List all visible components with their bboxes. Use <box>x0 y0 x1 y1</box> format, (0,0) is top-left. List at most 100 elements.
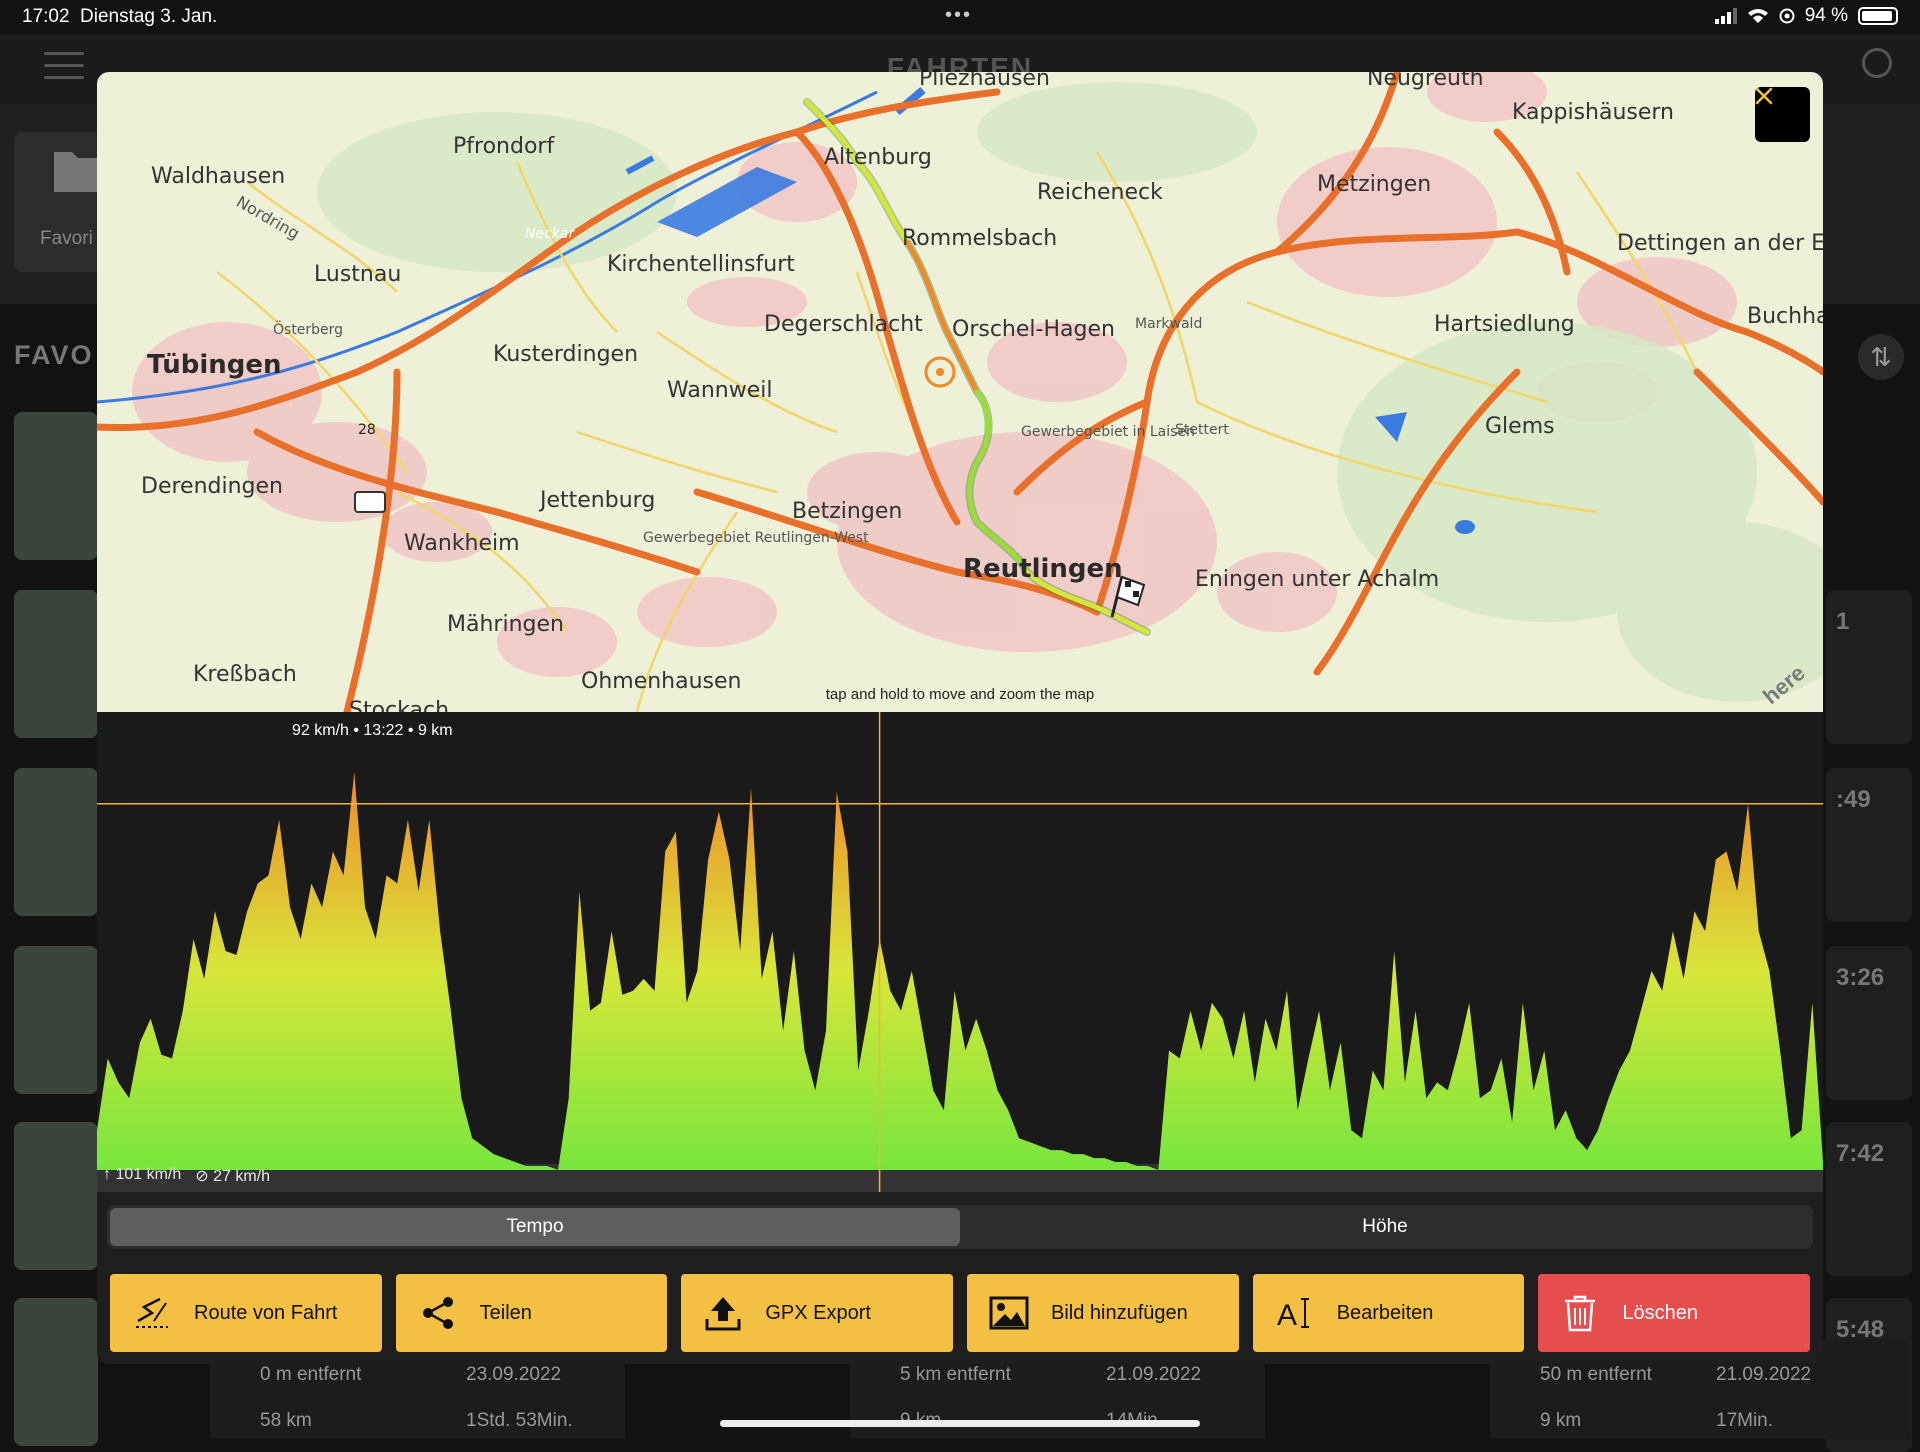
ride-thumbnail[interactable] <box>14 1122 98 1270</box>
map-label-glems: Glems <box>1485 414 1555 439</box>
map-label-wannweil: Wannweil <box>667 378 773 403</box>
ride-duration: 1Std. 53Min. <box>466 1410 573 1431</box>
ride-duration: 17Min. <box>1716 1410 1774 1431</box>
tab-hohe[interactable]: Höhe <box>1362 1216 1408 1237</box>
map-label-stettert: Stettert <box>1175 422 1229 438</box>
menu-icon[interactable] <box>44 52 84 88</box>
sort-icon[interactable]: ⇅ <box>1858 334 1904 380</box>
ride-thumbnail[interactable] <box>14 590 98 738</box>
ride-thumbnail[interactable] <box>14 1298 98 1446</box>
map-label-hartsiedlung: Hartsiedlung <box>1434 312 1575 337</box>
map-label-gewerbegebiet-laisen: Gewerbegebiet in Laisen <box>1021 424 1195 440</box>
trash-icon <box>1558 1291 1602 1335</box>
ride-km: 9 km <box>1540 1410 1582 1431</box>
map-label-orschel-hagen: Orschel-Hagen <box>952 317 1115 342</box>
favorites-heading: FAVO <box>14 340 94 370</box>
image-icon <box>987 1291 1031 1335</box>
map-label-metzingen: Metzingen <box>1317 172 1432 197</box>
ride-distance: 5 km entfernt <box>900 1364 1011 1385</box>
map-label-kappishausern: Kappishäusern <box>1512 100 1674 125</box>
map-label-tubingen: Tübingen <box>147 350 282 380</box>
battery-percent: 94 % <box>1804 5 1848 26</box>
svg-text:A: A <box>1277 1299 1297 1332</box>
add-image-button[interactable]: Bild hinzufügen <box>967 1274 1239 1352</box>
folder-icon <box>54 152 106 192</box>
map-label-kusterdingen: Kusterdingen <box>493 342 639 367</box>
map-label-markwald: Markwald <box>1135 316 1203 332</box>
status-right: 94 % <box>1714 5 1898 27</box>
avg-speed-value: 27 km/h <box>213 1168 271 1185</box>
map-label-stockach: Stockach <box>349 698 450 712</box>
chart-readout: 92 km/h • 13:22 • 9 km <box>292 722 453 739</box>
map-label-eningen: Eningen unter Achalm <box>1195 567 1440 592</box>
map-label-lustnau: Lustnau <box>314 262 402 287</box>
map-label-altenburg: Altenburg <box>824 145 932 170</box>
text-edit-icon: A <box>1273 1291 1317 1335</box>
map-label-kressbach: Kreßbach <box>193 662 297 687</box>
status-bar: 17:02 Dienstag 3. Jan. ••• 94 % <box>0 0 1920 34</box>
add-image-label: Bild hinzufügen <box>1051 1301 1188 1324</box>
ride-thumbnail[interactable] <box>14 768 98 916</box>
chart-stats: ↑ 101 km/h ⊘ 27 km/h <box>103 1166 270 1186</box>
map-hint: tap and hold to move and zoom the map <box>825 686 1095 703</box>
route-map[interactable]: Pliezhausen Neugreuth Kappishäusern Wald… <box>97 72 1823 712</box>
folder-label: Favori <box>40 228 93 249</box>
map-label-jettenburg: Jettenburg <box>540 488 656 513</box>
location-lock-icon <box>1779 8 1795 24</box>
speed-chart[interactable]: 92 km/h • 13:22 • 9 km ↑ 101 km/h ⊘ 27 k… <box>97 712 1823 1192</box>
route-from-ride-button[interactable]: Route von Fahrt <box>110 1274 382 1352</box>
ride-card[interactable]: 7:42 <box>1826 1122 1912 1276</box>
ride-card-value: :49 <box>1836 786 1871 813</box>
favorites-folder[interactable]: Favori <box>14 132 106 272</box>
map-canvas <box>97 72 1823 712</box>
ride-thumbnail[interactable] <box>14 412 98 560</box>
ride-card-value: 5:48 <box>1836 1316 1885 1343</box>
gpx-export-button[interactable]: GPX Export <box>681 1274 954 1352</box>
map-label-ohmenhausen: Ohmenhausen <box>581 669 742 694</box>
battery-fill <box>1862 11 1893 21</box>
edit-button[interactable]: A Bearbeiten <box>1252 1274 1525 1352</box>
map-label-waldhausen: Waldhausen <box>151 164 286 189</box>
close-icon <box>1755 87 1773 105</box>
map-label-betzingen: Betzingen <box>792 499 903 524</box>
map-label-dettingen: Dettingen an der Erms <box>1617 231 1823 256</box>
share-icon <box>416 1291 460 1335</box>
upload-icon <box>701 1291 745 1335</box>
delete-button[interactable]: Löschen <box>1538 1274 1811 1352</box>
map-label-reutlingen: Reutlingen <box>963 554 1123 584</box>
ride-distance: 50 m entfernt <box>1540 1364 1652 1385</box>
close-button[interactable] <box>1755 87 1810 142</box>
gpx-export-label: GPX Export <box>765 1301 871 1324</box>
battery-icon <box>1858 7 1898 25</box>
share-button[interactable]: Teilen <box>395 1274 668 1352</box>
max-speed-value: 101 km/h <box>115 1166 182 1183</box>
speed-chart-canvas <box>97 712 1823 1192</box>
map-label-neckar: Neckar <box>525 226 575 242</box>
action-bar: Route von Fahrt Teilen GPX Export Bild h… <box>110 1274 1811 1352</box>
map-label-pfrondorf: Pfrondorf <box>453 134 555 159</box>
status-time: 17:02 <box>22 6 70 27</box>
ride-card-value: 1 <box>1836 608 1850 635</box>
ride-thumbnail[interactable] <box>14 946 98 1094</box>
ride-date: 21.09.2022 <box>1106 1364 1202 1385</box>
map-label-rommelsbach: Rommelsbach <box>902 226 1058 251</box>
signal-icon <box>1714 8 1737 24</box>
map-label-degerschlacht: Degerschlacht <box>764 312 923 337</box>
edit-label: Bearbeiten <box>1336 1301 1434 1324</box>
ride-card[interactable]: 1 <box>1826 590 1912 744</box>
search-icon[interactable] <box>1862 48 1892 78</box>
map-label-route-28: 28 <box>358 422 376 438</box>
status-date: Dienstag 3. Jan. <box>80 6 218 27</box>
route-icon <box>130 1291 174 1335</box>
ride-card[interactable]: 3:26 <box>1826 946 1912 1100</box>
map-label-gewerbegebiet-west: Gewerbegebiet Reutlingen-West <box>643 530 869 546</box>
map-label-kirchentellinsfurt: Kirchentellinsfurt <box>607 252 795 277</box>
map-label-pliezhausen: Pliezhausen <box>919 72 1050 91</box>
ride-card-value: 3:26 <box>1836 964 1885 991</box>
ride-card[interactable]: :49 <box>1826 768 1912 922</box>
route-from-ride-label: Route von Fahrt <box>194 1301 338 1324</box>
home-indicator[interactable] <box>720 1420 1200 1427</box>
multitasking-dots-icon[interactable]: ••• <box>945 4 973 26</box>
ride-km: 58 km <box>260 1410 312 1431</box>
tab-tempo[interactable]: Tempo <box>110 1208 960 1246</box>
